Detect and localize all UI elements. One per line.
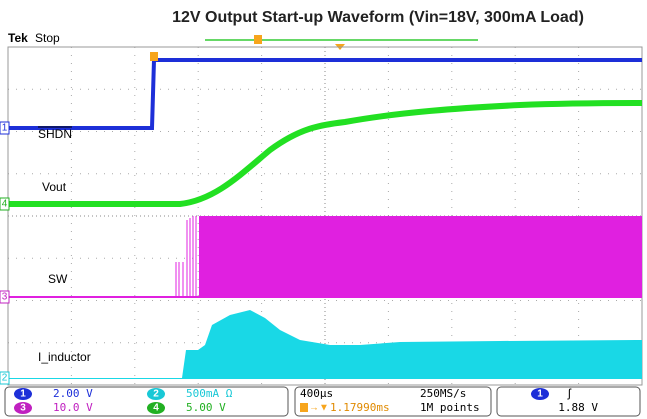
trace-label: SHDN — [38, 127, 72, 141]
channel-marker-label: 1 — [2, 123, 8, 134]
trigger-position: 1.17990ms — [330, 401, 390, 414]
channel-number: 3 — [20, 403, 26, 414]
channel-scale: 2.00 V — [53, 387, 93, 400]
ch1-trace — [8, 58, 642, 130]
record-length: 1M points — [420, 401, 480, 414]
title: 12V Output Start-up Waveform (Vin=18V, 3… — [172, 9, 584, 26]
trace-label: Vout — [42, 180, 67, 194]
channel-marker — [0, 290, 10, 304]
channel-number: 1 — [20, 389, 26, 400]
channel-scale: 5.00 V — [186, 401, 226, 414]
brand: Tek — [8, 31, 28, 45]
channel-badge — [14, 402, 32, 414]
ch2-trace — [8, 310, 642, 379]
arrow: →▼ — [309, 403, 329, 414]
channel-number: 2 — [153, 389, 159, 400]
channel-scale: 500mA Ω — [186, 387, 233, 400]
channel-badge — [147, 402, 165, 414]
trigger-box — [496, 386, 641, 417]
channel-box — [4, 386, 289, 417]
channel-marker — [0, 371, 10, 385]
trigger-icon — [300, 403, 308, 412]
slope-icon: ʃ — [567, 386, 572, 400]
ch4-trace — [8, 100, 643, 207]
trigger-point — [150, 52, 158, 61]
trigger-source: 1 — [537, 389, 543, 400]
trigger-level: 1.88 V — [558, 401, 598, 414]
channel-marker — [0, 121, 10, 135]
channel-marker-label: 3 — [2, 292, 8, 303]
channel-badge — [147, 388, 165, 400]
channel-marker-label: 4 — [2, 199, 8, 210]
trigger-source-badge — [531, 388, 549, 400]
trace-label: SW — [48, 272, 68, 286]
ch3-switching-band — [199, 216, 642, 297]
sample-rate: 250MS/s — [420, 387, 466, 400]
trace-label: I_inductor — [38, 350, 91, 364]
channel-marker — [0, 197, 10, 211]
timebase-box — [294, 386, 492, 417]
channel-marker-label: 2 — [2, 373, 8, 384]
ch3-startup-pulses — [175, 216, 197, 297]
channel-scale: 10.0 V — [53, 401, 93, 414]
time-div: 400µs — [300, 387, 333, 400]
channel-number: 4 — [153, 403, 159, 414]
run-state: Stop — [35, 31, 60, 45]
window-marker — [254, 35, 262, 44]
channel-badge — [14, 388, 32, 400]
